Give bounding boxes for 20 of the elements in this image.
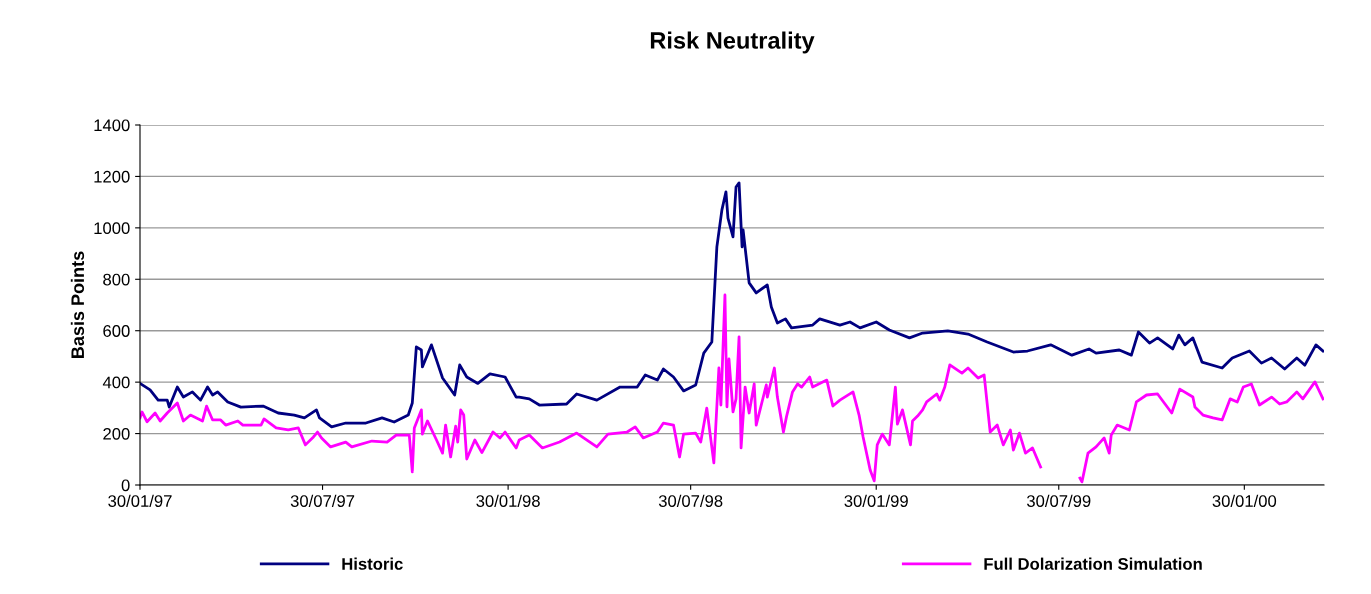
x-tick-label: 30/01/98 — [476, 494, 540, 507]
x-tick-label: 30/07/98 — [658, 494, 723, 507]
y-tick-label: 1000 — [94, 222, 130, 235]
chart-title: Risk Neutrality — [650, 31, 815, 54]
y-tick-label: 600 — [103, 325, 130, 337]
x-tick-label: 30/07/97 — [290, 494, 355, 507]
x-tick-label: 30/01/00 — [1212, 494, 1277, 507]
line-series — [140, 181, 1324, 429]
y-tick-label: 800 — [103, 273, 130, 286]
y-tick-label: 400 — [102, 376, 130, 389]
x-tick-label: 30/07/99 — [1026, 494, 1091, 507]
legend-label: Historic — [342, 557, 403, 570]
y-tick-label: 1400 — [94, 119, 130, 132]
y-tick-label: 200 — [103, 427, 130, 440]
y-tick-label: 0 — [121, 479, 130, 492]
x-tick-label: 30/01/99 — [844, 494, 908, 507]
legend-label: Full Dolarization Simulation — [984, 557, 1202, 570]
y-tick-label: 1200 — [94, 170, 130, 183]
x-tick-label: 30/01/97 — [108, 494, 172, 507]
y-axis-title: Basis Points — [70, 251, 85, 358]
